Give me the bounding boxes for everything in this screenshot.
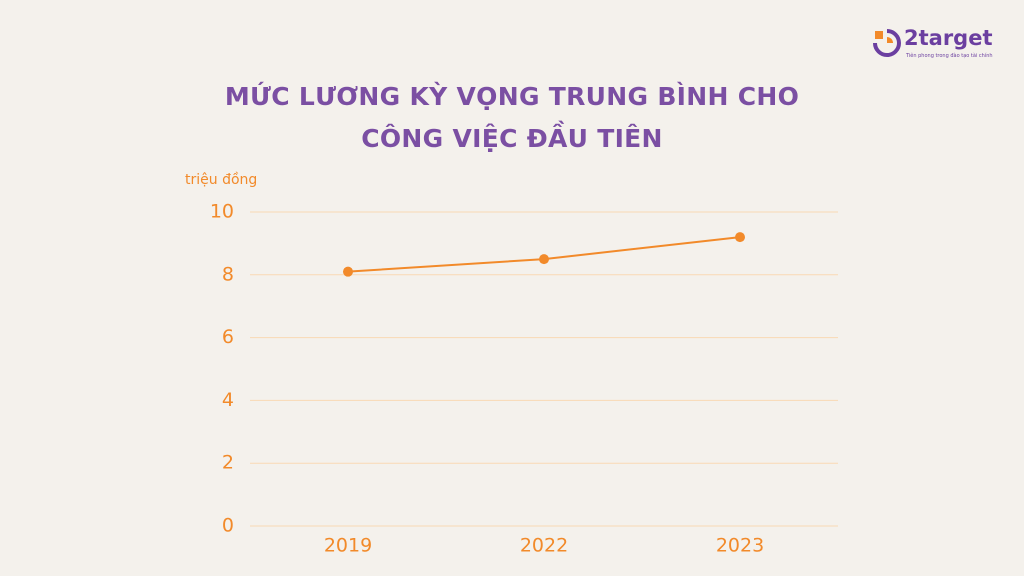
point: [539, 254, 549, 265]
x-tick-label: 2019: [324, 535, 372, 557]
y-tick-label: 6: [222, 326, 234, 348]
y-tick-label: 10: [210, 201, 234, 223]
point: [735, 232, 745, 243]
y-tick-label: 4: [222, 389, 234, 411]
y-tick-label: 2: [222, 452, 234, 474]
y-tick-label: 8: [222, 263, 234, 285]
logo-icon: [873, 29, 901, 57]
x-tick-label: 2022: [520, 535, 568, 557]
brand-name: 2target: [904, 26, 993, 50]
y-tick-label: 0: [222, 515, 234, 537]
x-tick-label: 2023: [716, 535, 764, 557]
chart-title: MỨC LƯƠNG KỲ VỌNG TRUNG BÌNH CHO CÔNG VI…: [224, 82, 800, 153]
brand-tagline: Tiên phong trong đào tạo tài chính: [906, 53, 993, 59]
point: [343, 266, 353, 277]
y-axis-label: triệu đồng: [185, 171, 257, 188]
brand-logo: 2target Tiên phong trong đào tạo tài chí…: [872, 26, 1002, 62]
